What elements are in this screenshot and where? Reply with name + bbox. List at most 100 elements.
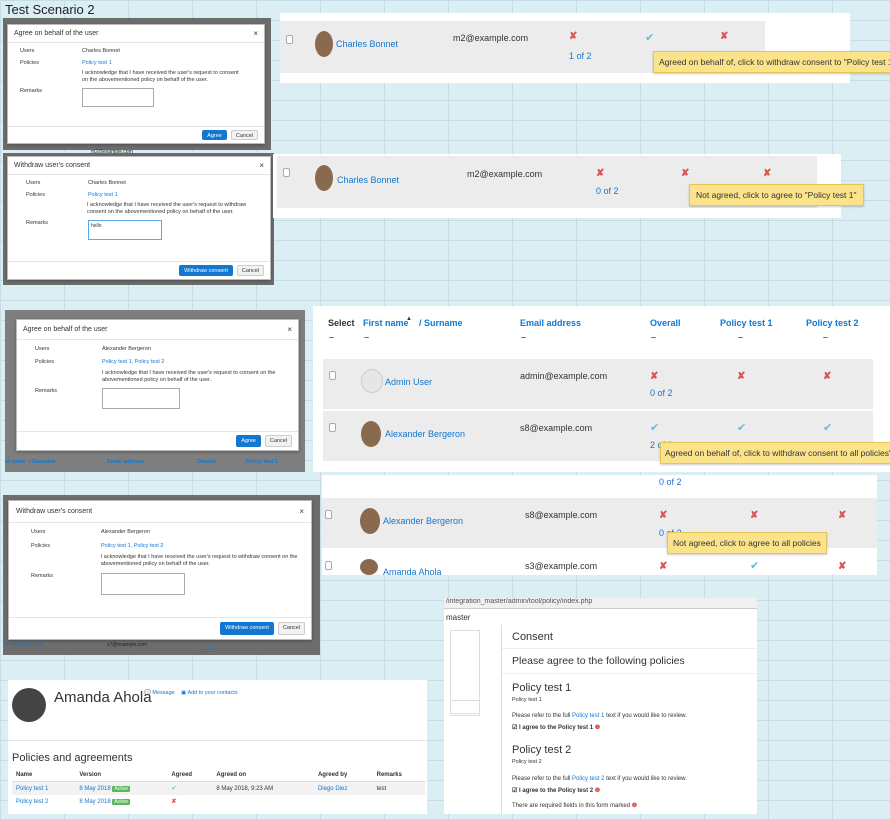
row-checkbox[interactable]	[283, 168, 290, 177]
status-tooltip: Agreed on behalf of, click to withdraw c…	[660, 442, 890, 464]
policy-link[interactable]: Policy test 1	[82, 60, 112, 66]
profile-avatar	[12, 688, 46, 722]
remarks-textarea[interactable]	[101, 573, 185, 595]
agree-modal: Agree on behalf of the user × Users Charl…	[7, 24, 265, 144]
policy-link[interactable]: Policy test 1	[88, 192, 118, 198]
consent-panel: Consent Please agree to the following po…	[501, 625, 758, 814]
policy-1-link[interactable]: Policy test 1	[572, 713, 605, 719]
policy-2-status-toggle[interactable]: ✘	[720, 31, 729, 42]
avatar	[360, 559, 378, 575]
email-sort-link[interactable]: Email address	[520, 318, 582, 328]
policy-1-header[interactable]: Policy test 1	[720, 318, 773, 328]
row-checkbox[interactable]	[286, 35, 293, 44]
policies-label: Policies	[20, 60, 39, 66]
agreed-icon: ✔	[171, 786, 177, 792]
col-name: Name	[16, 772, 33, 778]
address-bar[interactable]: /integration_master/admin/tool/policy/in…	[444, 598, 757, 609]
user-name-link[interactable]: Charles Bonnet	[336, 39, 399, 49]
close-icon[interactable]: ×	[259, 161, 264, 170]
table-row: Amanda Ahola s3@example.com ✘ ✔ ✘	[322, 551, 877, 577]
overall-status-icon: ✘	[596, 168, 605, 179]
policy-links[interactable]: Policy test 1, Policy test 2	[101, 543, 164, 549]
row-checkbox[interactable]	[325, 510, 332, 519]
policy-1-status-toggle[interactable]: ✘	[681, 168, 690, 179]
policy-2-title: Policy test 2	[512, 744, 572, 756]
profile-name: Amanda Ahola	[54, 689, 152, 706]
version-link[interactable]: 8 May 2018	[79, 798, 111, 805]
table-row: Admin User admin@example.com ✘ 0 of 2 ✘ …	[323, 359, 873, 409]
message-link[interactable]: 💬 Message	[144, 690, 175, 696]
modal-title: Agree on behalf of the user	[23, 326, 108, 333]
user-name-link[interactable]: Alexander Bergeron	[383, 516, 464, 526]
status-badge: Active	[112, 785, 130, 792]
policy-link[interactable]: Policy test 2	[16, 798, 49, 805]
remarks-textarea[interactable]	[102, 388, 180, 409]
policy-2-link[interactable]: Policy test 2	[572, 776, 605, 782]
agreed-count-link[interactable]: 0 of 2	[596, 186, 619, 196]
policy-2-agree-checkbox[interactable]: ☑ I agree to the Policy test 2 ❶	[512, 788, 601, 794]
policy-link[interactable]: Policy test 1	[16, 785, 49, 792]
version-link[interactable]: 8 May 2018	[79, 785, 111, 792]
agree-button[interactable]: Agree	[236, 435, 261, 447]
policy-2-status-toggle[interactable]: ✘	[763, 168, 772, 179]
policy-2-status-toggle[interactable]: ✘	[838, 510, 847, 521]
close-icon[interactable]: ×	[253, 29, 258, 38]
agreed-count-link[interactable]: 0 of 2	[650, 388, 673, 398]
cancel-button[interactable]: Cancel	[264, 435, 292, 447]
policy-1-status-toggle[interactable]: ✘	[737, 371, 746, 382]
user-name-link[interactable]: Admin User	[385, 377, 433, 387]
col-agreed-on: Agreed on	[216, 772, 247, 778]
agreed-by	[314, 795, 373, 808]
policy-2-status-toggle[interactable]: ✔	[823, 422, 833, 434]
required-note: There are required fields in this form m…	[512, 803, 638, 809]
user-name-link[interactable]: Alexander Bergeron	[385, 429, 466, 439]
agreed-count-link[interactable]: 1 of 2	[569, 51, 592, 61]
policy-1-refer: Please refer to the full Policy test 1 t…	[512, 713, 687, 719]
previous-count[interactable]: 0 of 2	[659, 477, 682, 487]
remarks	[373, 795, 425, 808]
withdraw-consent-button[interactable]: Withdraw consent	[220, 622, 274, 635]
row-checkbox[interactable]	[325, 561, 332, 570]
withdraw-modal: Withdraw user's consent × Users Alexander…	[8, 500, 312, 640]
screenshot-row-not-agreed: Charles Bonnet m2@example.com ✘ 0 of 2 ✘…	[273, 154, 864, 218]
policy-2-status-toggle[interactable]: ✘	[823, 371, 832, 382]
surname-sort-link[interactable]: / Surname	[419, 318, 463, 328]
policy-2-header[interactable]: Policy test 2	[806, 318, 859, 328]
remarks-textarea[interactable]	[82, 88, 154, 107]
avatar	[361, 421, 381, 447]
policy-1-status-toggle[interactable]: ✔	[750, 560, 760, 572]
cancel-button[interactable]: Cancel	[230, 130, 258, 140]
policy-links[interactable]: Policy test 1, Policy test 2	[102, 359, 165, 365]
policy-1-status-toggle[interactable]: ✔	[645, 32, 655, 44]
agreed-on: 8 May 2018, 9:23 AM	[216, 785, 274, 792]
policies-label: Policies	[26, 192, 45, 198]
firstname-sort-link[interactable]: First name	[363, 318, 409, 328]
user-name-link[interactable]: Charles Bonnet	[337, 175, 400, 185]
user-email: s8@example.com	[525, 510, 598, 520]
withdraw-consent-button[interactable]: Withdraw consent	[179, 265, 233, 276]
cancel-button[interactable]: Cancel	[236, 265, 264, 276]
close-icon[interactable]: ×	[287, 325, 292, 334]
policy-2-refer: Please refer to the full Policy test 2 t…	[512, 776, 687, 782]
policy-1-status-toggle[interactable]: ✘	[750, 510, 759, 521]
add-contact-link[interactable]: ▣ Add to your contacts	[181, 690, 238, 696]
cancel-button[interactable]: Cancel	[277, 622, 305, 635]
user-email: s3@example.com	[525, 561, 598, 571]
overall-status-icon: ✘	[659, 510, 668, 521]
avatar	[361, 369, 383, 393]
policy-2-status-toggle[interactable]: ✘	[838, 561, 847, 572]
row-checkbox[interactable]	[329, 371, 336, 380]
remarks-textarea[interactable]: hello	[88, 220, 162, 240]
avatar	[360, 508, 380, 534]
users-label: Users	[31, 529, 46, 535]
close-icon[interactable]: ×	[299, 507, 304, 516]
policy-1-agree-checkbox[interactable]: ☑ I agree to the Policy test 1 ❶	[512, 725, 601, 731]
user-name-link[interactable]: Amanda Ahola	[383, 567, 442, 577]
overall-sort-link[interactable]: Overall	[650, 318, 681, 328]
row-checkbox[interactable]	[329, 423, 336, 432]
agree-button[interactable]: Agree	[202, 130, 227, 140]
withdraw-modal: Withdraw user's consent × Users Charles B…	[7, 156, 271, 280]
agreed-by-link[interactable]: Diego Diez	[317, 785, 348, 792]
section-heading: Policies and agreements	[12, 752, 133, 764]
policy-1-status-toggle[interactable]: ✔	[737, 422, 747, 434]
